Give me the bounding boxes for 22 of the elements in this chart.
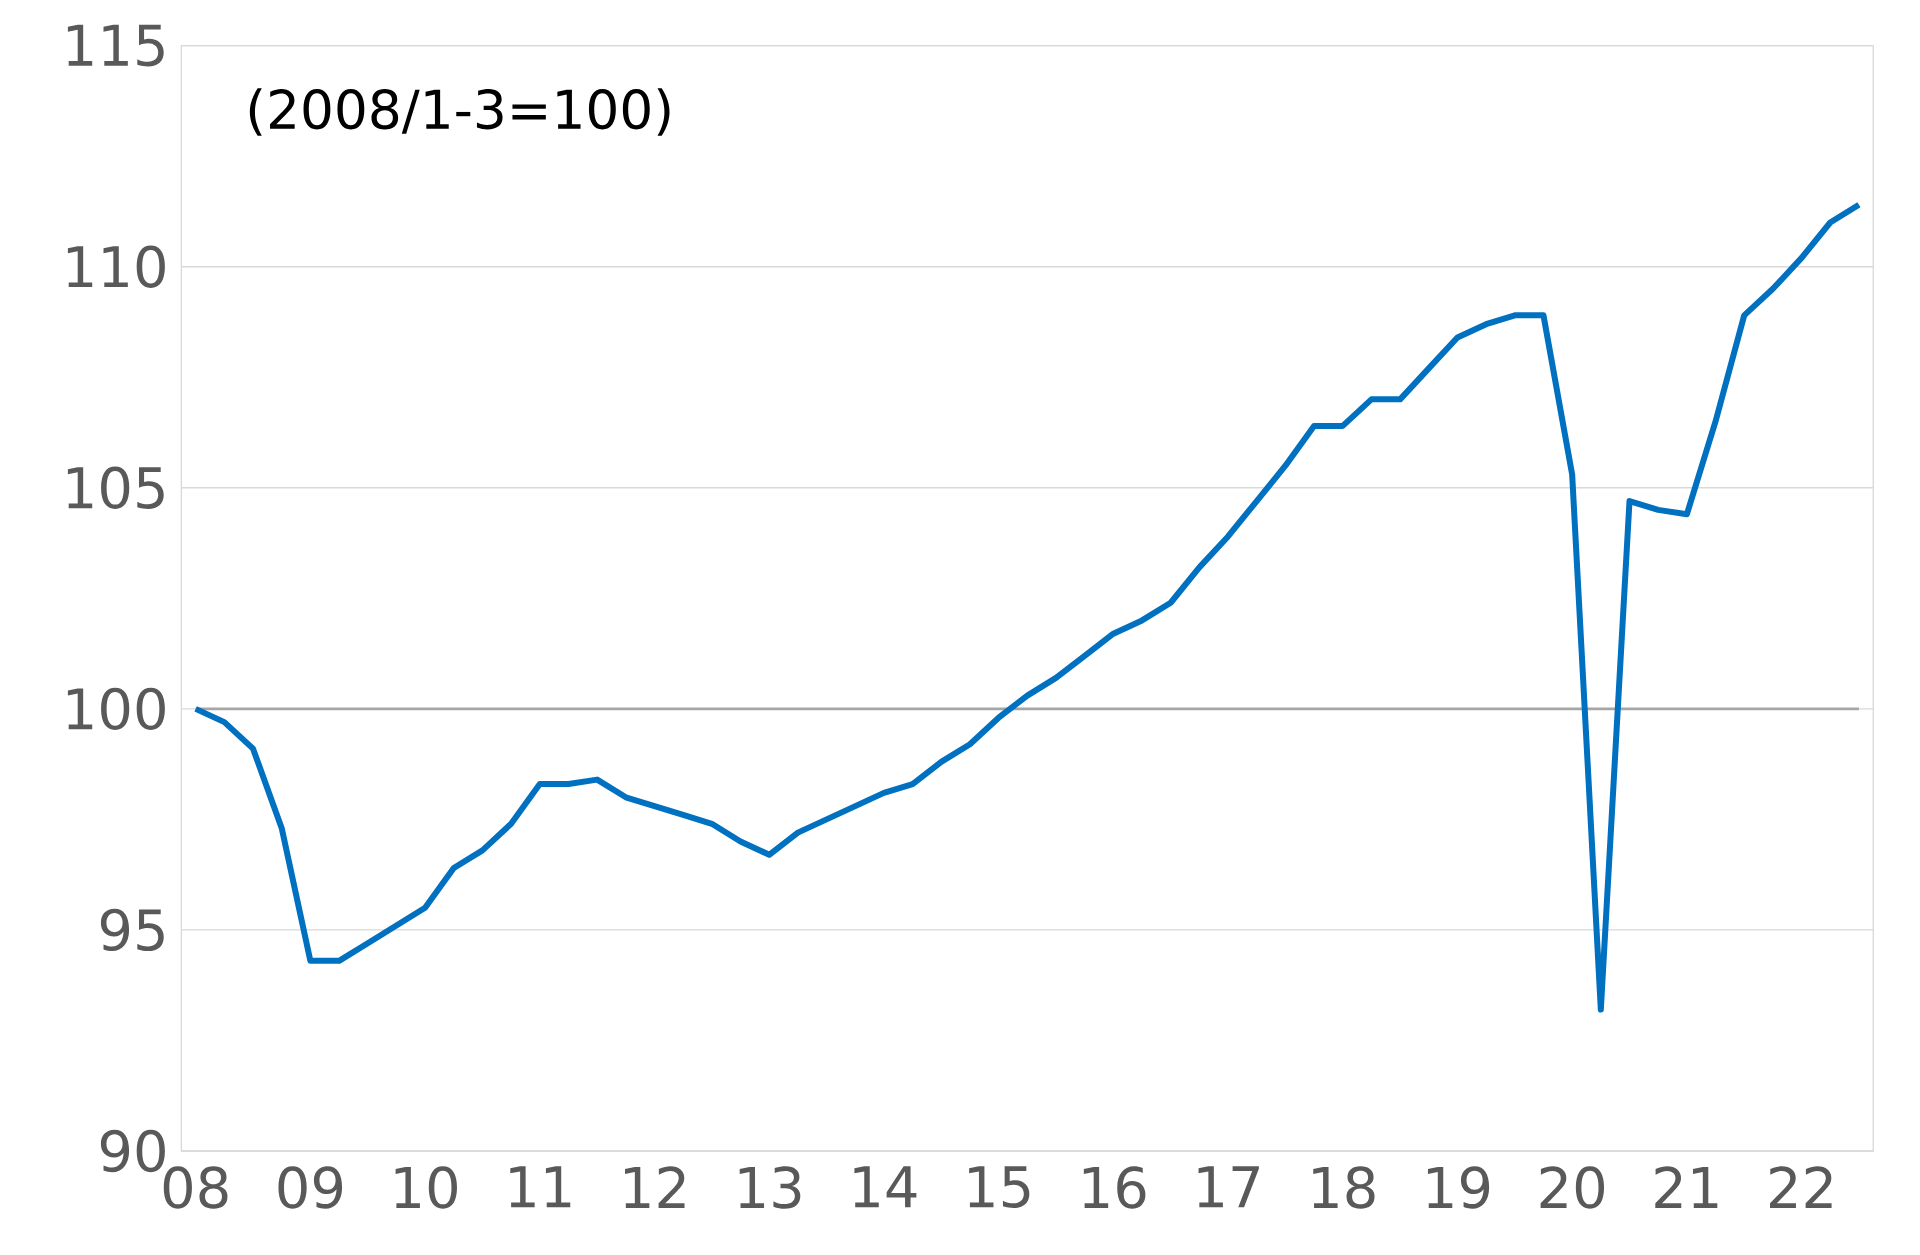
y-tick-label: 95 (100, 908, 164, 952)
x-tick-label: 20 (1540, 1166, 1605, 1209)
x-tick-label: 12 (625, 1166, 685, 1208)
x-tick-label: 13 (739, 1166, 801, 1209)
y-tick-label: 115 (67, 24, 164, 67)
y-tick-label: 110 (67, 245, 165, 288)
x-tick-label: 11 (510, 1166, 571, 1208)
y-tick-label: 90 (100, 1129, 165, 1173)
annotation: (2008/1-3=100) (249, 88, 670, 136)
x-tick-label: 22 (1770, 1166, 1832, 1208)
x-tick-label: 15 (969, 1166, 1030, 1208)
x-tick-label: 21 (1655, 1166, 1718, 1208)
x-tick-label: 19 (1427, 1166, 1490, 1209)
x-tick-label: 10 (395, 1166, 457, 1209)
x-tick-label: 09 (278, 1166, 343, 1209)
y-tick-label: 100 (67, 687, 165, 731)
x-tick-label: 08 (163, 1166, 228, 1209)
x-tick-label: 18 (1313, 1166, 1375, 1209)
x-tick-label: 17 (1198, 1166, 1259, 1208)
y-tick-label: 105 (67, 466, 164, 509)
x-tick-label: 16 (1083, 1166, 1146, 1209)
x-tick-label: 14 (854, 1166, 917, 1208)
